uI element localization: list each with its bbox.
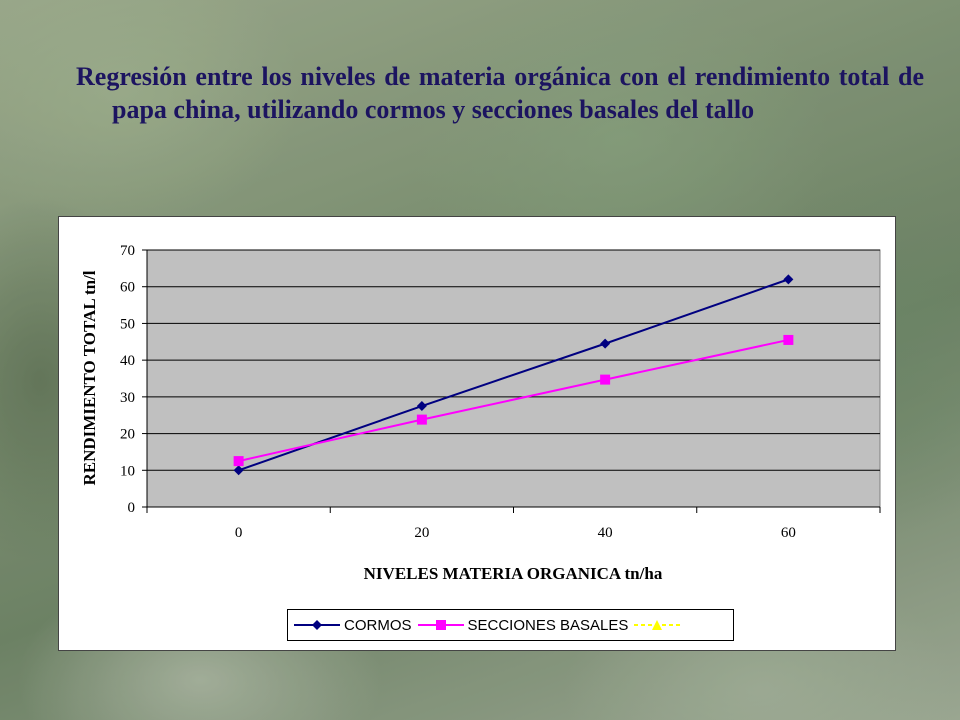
y-tick-label: 30 — [120, 390, 135, 406]
data-point-diamond — [783, 274, 794, 285]
x-axis-ticks: 0 20 40 60 — [146, 507, 881, 541]
x-tick-label: 0 — [235, 525, 243, 541]
legend-item-cormos: CORMOS — [294, 617, 412, 634]
data-point-square — [416, 414, 427, 425]
legend-item-secciones: SECCIONES BASALES — [417, 616, 629, 634]
data-point-square — [600, 374, 611, 385]
legend-item-third — [634, 618, 684, 632]
series-markers — [233, 274, 794, 476]
y-tick-label: 10 — [120, 463, 135, 479]
legend-label-cormos: CORMOS — [344, 616, 412, 634]
legend-label-secciones: SECCIONES BASALES — [467, 616, 629, 634]
diamond-marker-icon — [294, 620, 340, 630]
data-point-diamond — [600, 338, 611, 349]
x-axis-label: NIVELES MATERIA ORGANICA tn/ha — [364, 564, 663, 583]
x-tick-label: 20 — [414, 525, 429, 541]
y-tick-label: 70 — [120, 243, 135, 259]
y-tick-label: 60 — [120, 280, 135, 296]
data-point-diamond — [416, 401, 427, 412]
y-tick-label: 20 — [120, 427, 135, 443]
y-axis-label: RENDIMIENTO TOTAL tn/l — [80, 270, 99, 485]
y-tick-label: 0 — [128, 500, 136, 516]
data-point-diamond — [233, 465, 244, 476]
y-axis-ticks: 0 10 20 30 40 50 60 70 — [120, 243, 135, 516]
gridlines — [142, 249, 880, 508]
chart-legend: CORMOS SECCIONES BASALES — [287, 609, 734, 641]
data-point-square — [783, 334, 794, 345]
x-tick-label: 60 — [781, 525, 796, 541]
chart-container: 0 10 20 30 40 50 60 70 0 20 40 60 RENDIMIENTO TOTA… — [58, 216, 896, 651]
square-marker-icon — [417, 620, 464, 630]
x-tick-label: 40 — [598, 525, 613, 541]
y-tick-label: 50 — [120, 316, 135, 332]
y-tick-label: 40 — [120, 353, 135, 369]
series-line-1 — [238, 338, 789, 463]
line-chart: 0 10 20 30 40 50 60 70 0 20 40 60 RENDIMIENTO TOTA… — [80, 243, 881, 583]
series-line-0 — [238, 278, 789, 472]
plot-area — [146, 249, 881, 508]
series-lines — [238, 278, 789, 472]
slide-title: Regresión entre los niveles de materia o… — [76, 62, 924, 124]
data-point-square — [233, 456, 244, 467]
triangle-marker-icon — [634, 620, 681, 630]
